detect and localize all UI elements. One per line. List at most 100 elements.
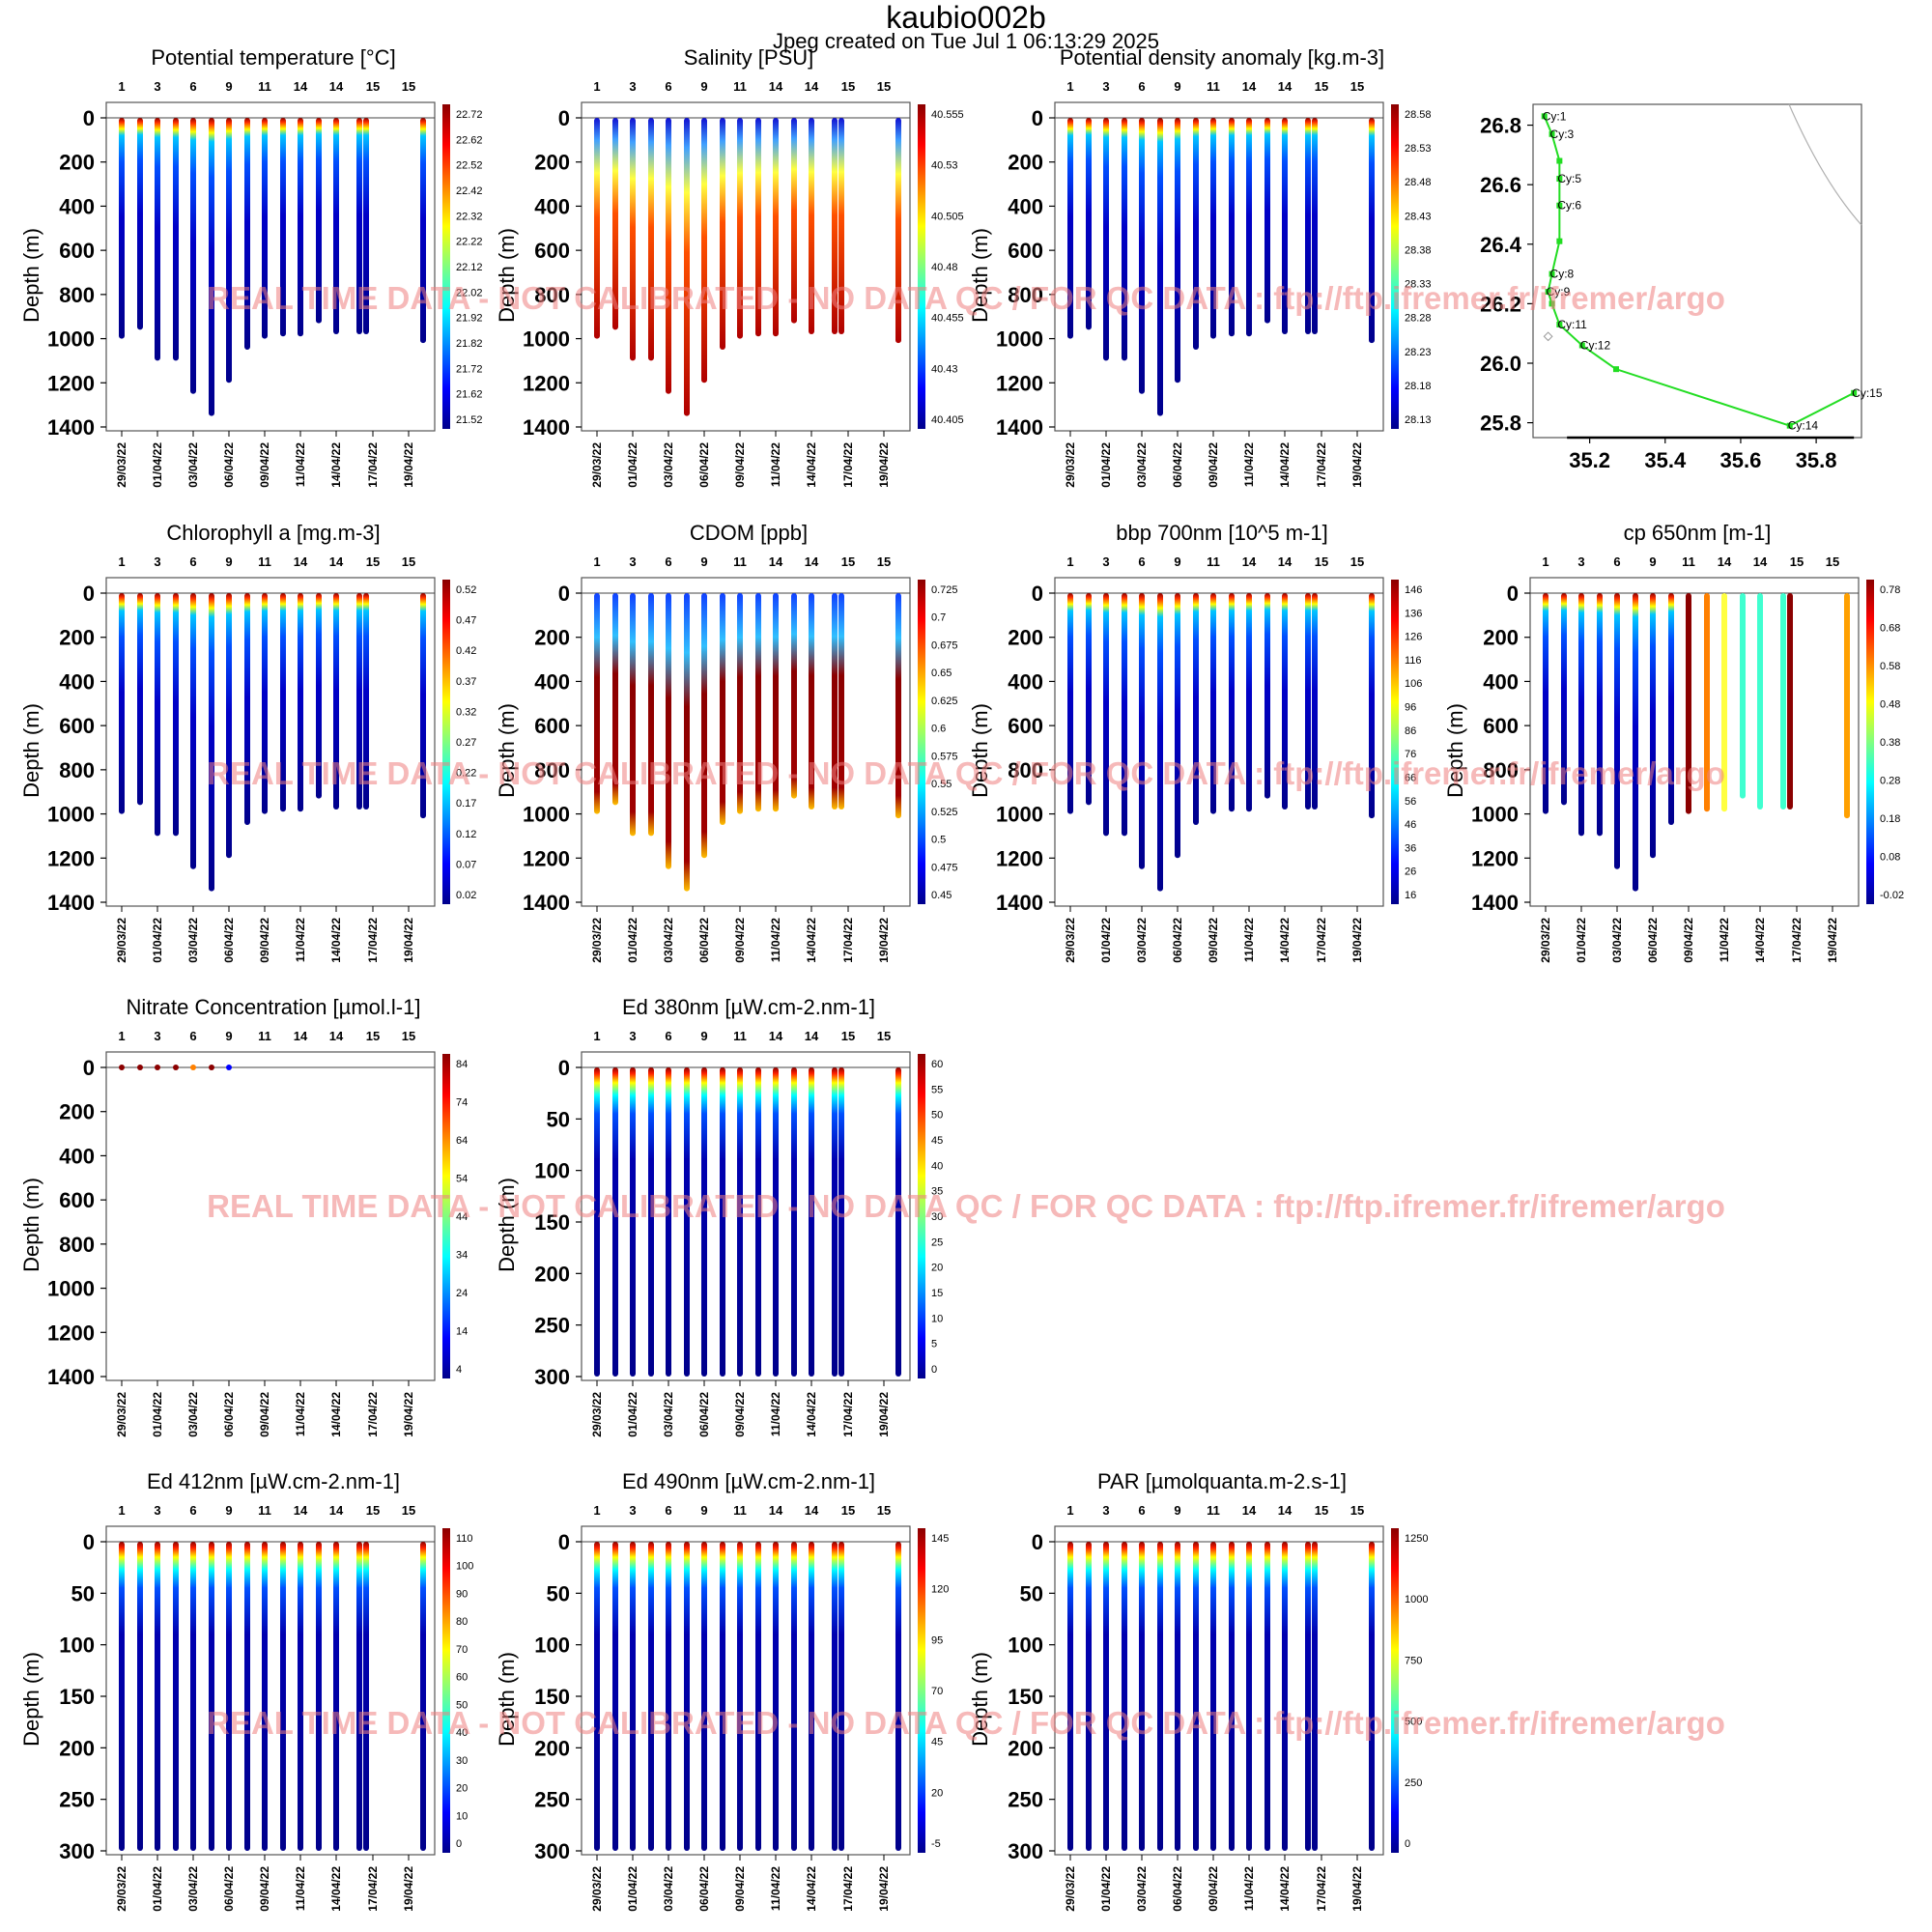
profile-column [1139, 1542, 1145, 1851]
date-label: 03/04/22 [186, 442, 200, 488]
panel-title: CDOM [ppb] [690, 521, 808, 545]
y-tick-label: 250 [1008, 1788, 1043, 1812]
date-label: 03/04/22 [662, 442, 675, 488]
colorbar-tick-label: 24 [456, 1288, 468, 1299]
profile-column [666, 1067, 671, 1377]
y-tick-label: 1200 [996, 371, 1043, 395]
profile-column [1086, 1542, 1092, 1851]
panel-frame [1054, 577, 1384, 907]
colorbar-tick-label: 0.47 [456, 615, 476, 627]
colorbar-tick-label: 126 [1405, 632, 1422, 643]
date-label: 03/04/22 [186, 1866, 200, 1912]
cycle-number-label: 14 [329, 1503, 344, 1518]
colorbar-tick-label: 20 [456, 1783, 468, 1795]
profile-column [684, 118, 690, 416]
y-tick-label: 0 [1032, 582, 1043, 606]
panel-title: Ed 412nm [µW.cm-2.nm-1] [147, 1469, 400, 1493]
y-tick-label: 300 [1008, 1839, 1043, 1863]
colorbar-tick-label: 26 [1405, 867, 1416, 878]
colorbar-tick-label: 28.38 [1405, 244, 1432, 256]
colorbar-tick-label: 0.55 [931, 779, 952, 790]
profile-column [190, 1542, 196, 1851]
map-y-tick-label: 26.4 [1480, 233, 1522, 257]
profile-column [612, 1542, 618, 1851]
colorbar-tick-label: 0.07 [456, 859, 476, 870]
profile-column [832, 1542, 838, 1851]
colorbar-tick-label: 0.675 [931, 639, 958, 651]
profile-column [244, 593, 250, 825]
cycle-number-label: 14 [1242, 79, 1257, 94]
cycle-number-label: 15 [1790, 554, 1804, 569]
cycle-number-label: 6 [665, 1503, 671, 1518]
colorbar-tick-label: 250 [1405, 1777, 1422, 1789]
profile-column [1175, 1542, 1180, 1851]
y-tick-label: 1200 [47, 846, 95, 870]
colorbar-tick-label: 84 [456, 1059, 468, 1070]
y-tick-label: 400 [534, 669, 570, 694]
colorbar-tick-label: 40.48 [931, 262, 958, 273]
date-label: 09/04/22 [1682, 918, 1695, 963]
cycle-number-label: 6 [665, 79, 671, 94]
profile-column [280, 593, 286, 812]
colorbar-tick-label: 28.43 [1405, 211, 1432, 222]
y-tick-label: 200 [59, 1100, 95, 1124]
watermark-text: REAL TIME DATA - NOT CALIBRATED - NO DAT… [207, 1705, 1725, 1741]
y-tick-label: 1200 [996, 846, 1043, 870]
cycle-number-label: 11 [733, 554, 747, 569]
colorbar-tick-label: 0.28 [1880, 776, 1900, 787]
panel-frame [581, 1525, 911, 1856]
colorbar-tick-label: 30 [456, 1755, 468, 1767]
y-tick-label: 100 [534, 1634, 570, 1658]
profile-column [1210, 118, 1216, 339]
date-label: 06/04/22 [1171, 1866, 1184, 1912]
colorbar [918, 104, 925, 429]
profile-column [316, 593, 322, 799]
cycle-number-label: 15 [402, 79, 415, 94]
cycle-number-label: 3 [1577, 554, 1584, 569]
date-label: 09/04/22 [258, 1392, 271, 1437]
colorbar-tick-label: 46 [1405, 819, 1416, 831]
profile-column [1264, 593, 1270, 799]
y-tick-label: 800 [1483, 758, 1519, 782]
profile-column [612, 118, 618, 330]
cycle-number-label: 3 [154, 79, 160, 94]
colorbar [442, 580, 450, 904]
profile-column [1157, 118, 1163, 416]
page-title: kaubio002b [886, 0, 1046, 35]
profile-column [1264, 1542, 1270, 1851]
profile-column [648, 593, 654, 837]
cycle-number-label: 14 [1278, 1503, 1293, 1518]
date-label: 29/03/22 [590, 1866, 604, 1912]
cycle-number-label: 1 [593, 79, 600, 94]
profile-column [1305, 118, 1311, 334]
profile-column [832, 1067, 838, 1377]
colorbar-tick-label: 0.22 [456, 768, 476, 780]
date-label: 06/04/22 [222, 442, 236, 488]
cycle-number-label: 1 [118, 1503, 125, 1518]
y-tick-label: 600 [534, 239, 570, 263]
colorbar [1391, 1528, 1399, 1853]
colorbar-tick-label: 0.78 [1880, 584, 1900, 596]
colorbar-tick-label: 44 [456, 1211, 468, 1223]
colorbar-tick-label: 15 [931, 1288, 943, 1299]
profile-column [209, 593, 214, 892]
profile-column [1561, 593, 1567, 806]
cycle-number-label: 14 [805, 554, 819, 569]
colorbar-tick-label: 100 [456, 1561, 473, 1573]
cycle-number-label: 14 [329, 79, 344, 94]
date-label: 17/04/22 [841, 1866, 855, 1912]
date-label: 29/03/22 [590, 918, 604, 963]
date-label: 09/04/22 [258, 442, 271, 488]
colorbar-tick-label: 1000 [1405, 1594, 1428, 1605]
date-label: 17/04/22 [366, 918, 380, 963]
cycle-number-label: 3 [154, 554, 160, 569]
profile-column [1139, 118, 1145, 394]
date-label: 01/04/22 [626, 1866, 639, 1912]
trajectory-point [1556, 202, 1563, 209]
colorbar-tick-label: 70 [931, 1686, 943, 1697]
profile-column [333, 593, 339, 810]
trajectory-point [1548, 270, 1555, 277]
profile-column [363, 118, 369, 334]
trajectory-point-label: Cy:3 [1550, 128, 1575, 141]
